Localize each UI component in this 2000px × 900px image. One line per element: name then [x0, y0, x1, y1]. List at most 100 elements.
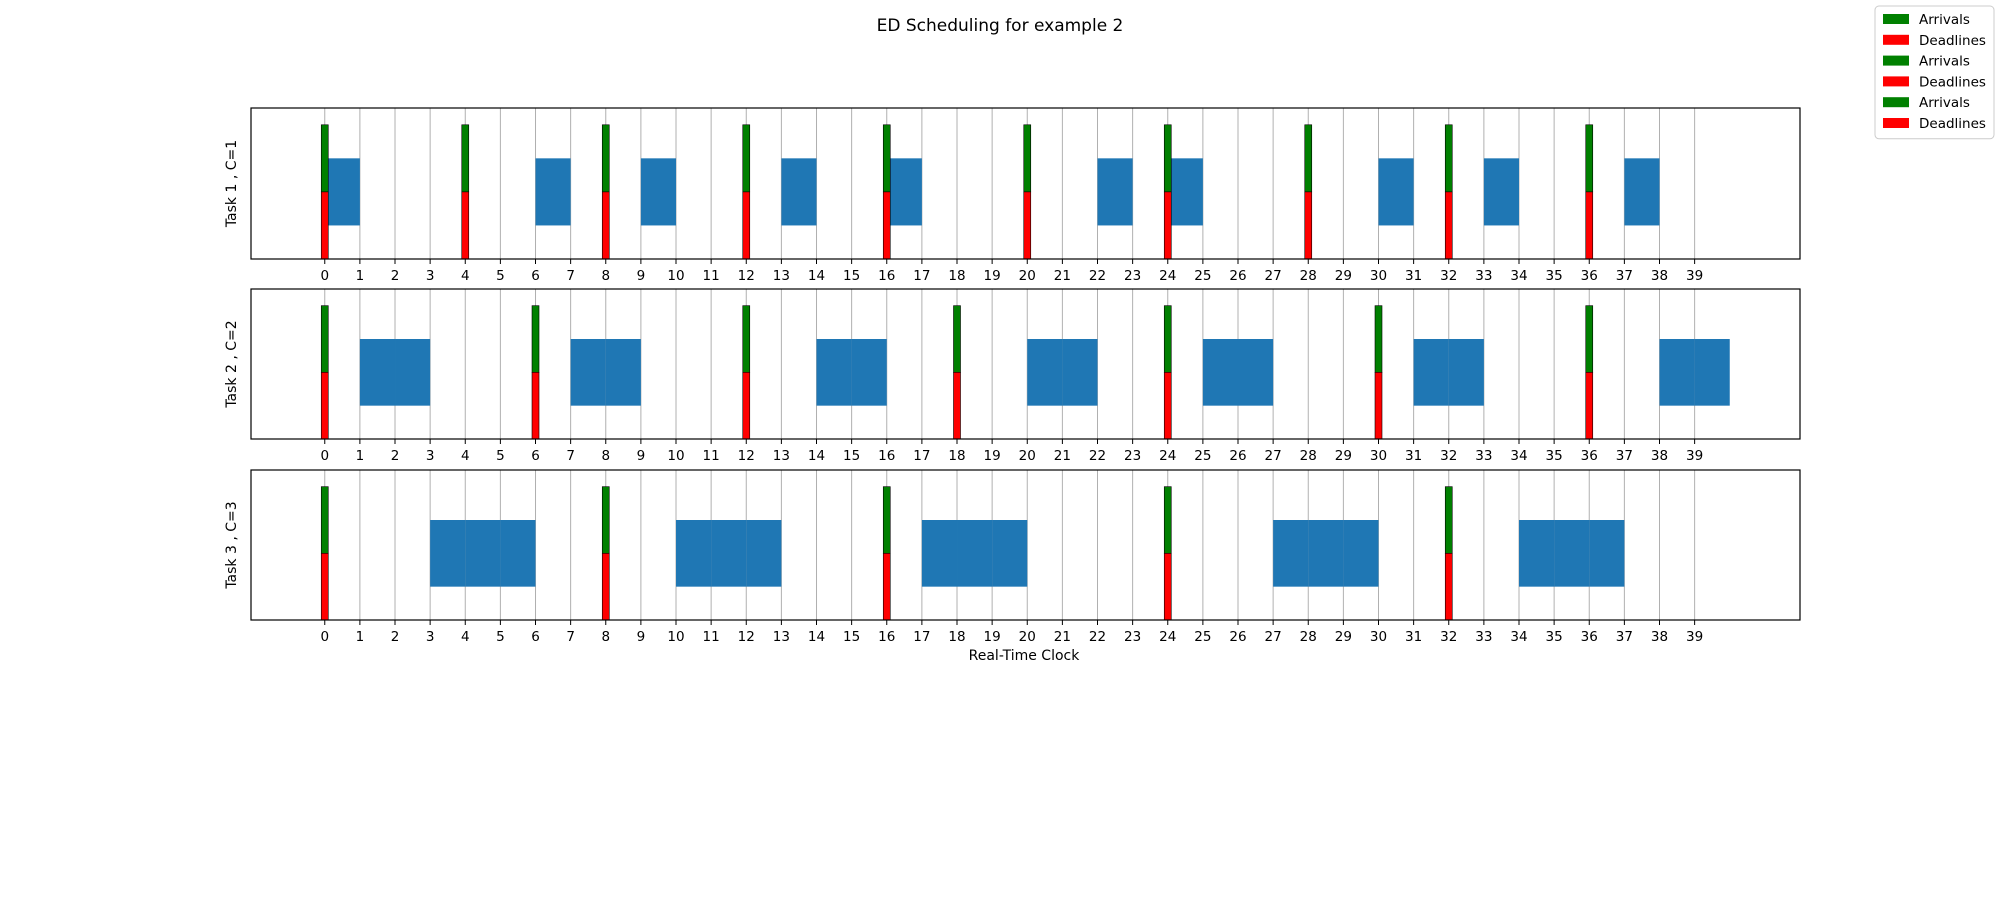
execution-bar — [1694, 339, 1730, 406]
x-tick-label: 0 — [320, 448, 329, 464]
axes-frame — [250, 107, 1801, 260]
legend-swatch — [1883, 97, 1909, 108]
execution-bar — [676, 520, 712, 587]
x-tick-label: 22 — [1089, 448, 1106, 464]
execution-bar — [746, 520, 782, 587]
x-tick-label: 33 — [1475, 448, 1492, 464]
deadline-marker — [1163, 372, 1172, 440]
x-tick-label: 19 — [984, 629, 1001, 645]
x-tick-label: 37 — [1616, 629, 1633, 645]
deadline-marker — [601, 191, 610, 260]
deadline-marker — [882, 191, 891, 260]
arrival-marker — [1163, 305, 1172, 373]
x-tick-label: 16 — [878, 268, 895, 284]
chart-title: ED Scheduling for example 2 — [877, 16, 1124, 36]
x-tick-label: 19 — [984, 268, 1001, 284]
x-tick-label: 16 — [878, 629, 895, 645]
x-tick-label: 15 — [843, 629, 860, 645]
x-tick-label: 13 — [773, 268, 790, 284]
deadline-marker — [531, 372, 540, 440]
x-tick-label: 36 — [1581, 448, 1598, 464]
x-tick-label: 3 — [426, 448, 435, 464]
execution-bar — [1483, 158, 1520, 226]
execution-bar — [430, 520, 466, 587]
x-tick-label: 16 — [878, 448, 895, 464]
execution-bar — [992, 520, 1028, 587]
x-tick-label: 30 — [1370, 448, 1387, 464]
x-tick-label: 26 — [1229, 268, 1246, 284]
x-tick-label: 23 — [1124, 448, 1141, 464]
execution-bar — [465, 520, 501, 587]
arrival-marker — [742, 124, 751, 193]
x-tick-label: 18 — [948, 268, 965, 284]
x-tick-label: 6 — [531, 268, 540, 284]
legend-label: Arrivals — [1919, 54, 1970, 70]
execution-bar — [886, 158, 922, 226]
x-tick-label: 12 — [738, 268, 755, 284]
deadline-marker — [601, 553, 610, 621]
x-tick-label: 21 — [1054, 629, 1071, 645]
deadline-marker — [1163, 191, 1172, 260]
task-panel-2: 0 1 2 3 4 5 6 7 8 9 10 11 12 13 14 15 16 17 18 19 20 21 22 23 24… — [224, 288, 1801, 464]
x-tick-label: 28 — [1300, 448, 1317, 464]
x-tick-label: 29 — [1335, 268, 1352, 284]
x-tick-label: 12 — [738, 448, 755, 464]
x-tick-label: 30 — [1370, 629, 1387, 645]
x-tick-label: 35 — [1546, 448, 1563, 464]
execution-bar — [1659, 339, 1695, 406]
deadline-marker — [953, 372, 961, 440]
arrival-marker — [1163, 486, 1172, 554]
x-tick-label: 1 — [356, 629, 365, 645]
arrival-marker — [601, 124, 610, 193]
arrival-marker — [461, 124, 470, 193]
x-tick-label: 32 — [1440, 268, 1457, 284]
axes-frame — [250, 288, 1801, 440]
x-tick-label: 24 — [1159, 448, 1176, 464]
x-tick-label: 17 — [913, 268, 930, 284]
x-tick-label: 3 — [426, 268, 435, 284]
arrival-marker — [1444, 124, 1453, 193]
x-tick-label: 17 — [913, 448, 930, 464]
x-tick-label: 10 — [667, 448, 684, 464]
x-tick-label: 13 — [773, 448, 790, 464]
x-tick-label: 28 — [1300, 629, 1317, 645]
execution-bar — [1519, 520, 1555, 587]
execution-bar — [1202, 339, 1239, 406]
x-tick-label: 29 — [1335, 448, 1352, 464]
x-tick-label: 6 — [531, 448, 540, 464]
x-tick-label: 27 — [1265, 268, 1282, 284]
x-tick-label: 35 — [1546, 268, 1563, 284]
x-tick-label: 32 — [1440, 448, 1457, 464]
execution-bar — [1413, 339, 1449, 406]
arrival-marker — [1374, 305, 1383, 373]
x-tick-label: 11 — [703, 629, 720, 645]
legend-swatch — [1883, 14, 1909, 24]
x-tick-label: 2 — [391, 268, 400, 284]
execution-bar — [1624, 158, 1660, 226]
legend-label: Arrivals — [1919, 12, 1970, 28]
execution-bar — [1062, 339, 1098, 406]
x-tick-label: 5 — [496, 448, 505, 464]
x-tick-label: 39 — [1686, 629, 1703, 645]
x-tick-label: 14 — [808, 629, 825, 645]
x-tick-label: 11 — [703, 268, 720, 284]
x-tick-label: 36 — [1581, 268, 1598, 284]
execution-bar — [570, 339, 606, 406]
deadline-marker — [1163, 553, 1172, 621]
x-tick-label: 13 — [773, 629, 790, 645]
x-tick-label: 15 — [843, 268, 860, 284]
x-tick-label: 18 — [948, 448, 965, 464]
execution-bar — [1308, 520, 1344, 587]
x-tick-label: 10 — [667, 629, 684, 645]
x-tick-label: 35 — [1546, 629, 1563, 645]
x-tick-label: 2 — [391, 448, 400, 464]
x-tick-label: 25 — [1194, 629, 1211, 645]
arrival-marker — [1444, 486, 1453, 554]
deadline-marker — [882, 553, 891, 621]
x-tick-label: 14 — [808, 268, 825, 284]
arrival-marker — [953, 305, 961, 373]
x-tick-label: 27 — [1265, 629, 1282, 645]
execution-bar — [1167, 158, 1203, 226]
arrival-marker — [1304, 124, 1313, 193]
x-tick-label: 39 — [1686, 268, 1703, 284]
